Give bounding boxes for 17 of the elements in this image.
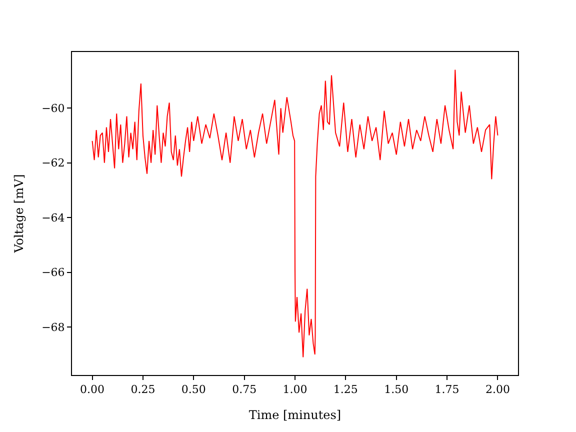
y-tick-label: −62 — [42, 156, 65, 170]
y-tick-label: −66 — [42, 266, 65, 280]
x-tick-label: 2.00 — [485, 383, 510, 396]
x-tick-label: 1.50 — [384, 383, 409, 396]
y-tick-label: −60 — [42, 102, 65, 115]
y-axis-title: Voltage [mV] — [12, 174, 26, 254]
y-tick-label: −68 — [42, 320, 65, 334]
line-series — [92, 69, 498, 358]
x-tick-label: 1.25 — [333, 383, 358, 396]
x-axis-title: Time [minutes] — [248, 408, 342, 422]
x-tick-label: 1.00 — [282, 383, 308, 396]
x-tick-label: 0.75 — [232, 383, 257, 396]
x-tick-label: 0.00 — [80, 383, 105, 396]
y-tick-label: −64 — [42, 211, 65, 224]
x-tick-label: 0.50 — [181, 383, 206, 396]
x-tick-label: 0.25 — [130, 383, 156, 396]
x-tick-label: 1.75 — [434, 383, 460, 396]
